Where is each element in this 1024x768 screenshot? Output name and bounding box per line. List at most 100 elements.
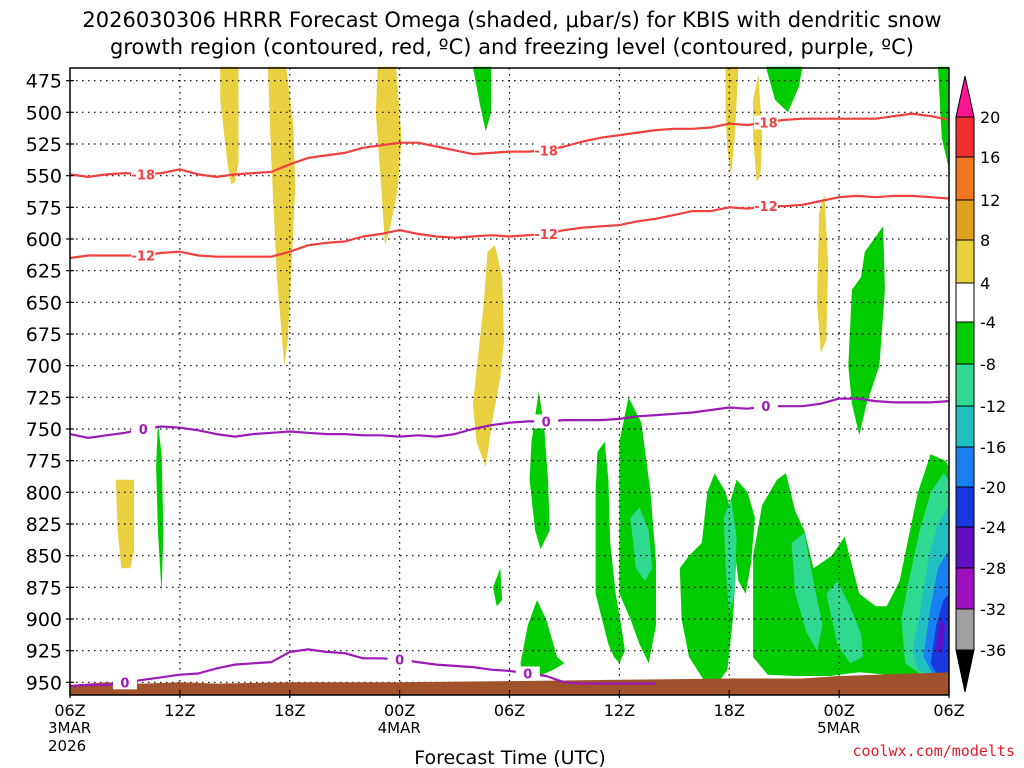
ytick-label-750: 750 [26, 419, 62, 441]
xtick-label-42: 00Z [823, 701, 854, 720]
ytick-label-725: 725 [26, 387, 62, 409]
contour-label-1-1: -12 [534, 228, 558, 243]
contour-label-bg [131, 422, 156, 436]
contour-1: -12 -12 -12 [69, 194, 950, 264]
colorbar-label-6: -8 [980, 355, 996, 374]
contour-line-1 [69, 194, 950, 260]
ytick-label-575: 575 [26, 197, 62, 219]
colorbar-band-3 [955, 239, 975, 284]
colorbar-label-11: -28 [980, 559, 1006, 578]
colorbar-label-4: 4 [980, 274, 990, 293]
omega-descent-region-1-3 [156, 422, 164, 594]
contour-label-3-1: 0 [395, 654, 404, 669]
contour-2: 0 0 0 [69, 397, 950, 439]
colorbar-band-9 [955, 486, 975, 528]
colorbar-band-5 [955, 321, 975, 365]
contour-label-2-1: 0 [542, 415, 551, 430]
colorbar-band-4 [955, 282, 975, 323]
contour-label-3-2: 0 [523, 667, 532, 682]
colorbar-band-0 [955, 116, 975, 158]
ytick-label-600: 600 [26, 229, 62, 251]
colorbar-label-7: -12 [980, 397, 1006, 416]
terrain-surface [70, 672, 949, 695]
colorbar: 20 16 12 8 4 -4 -8 -12 -16 -20 -24 -28 -32 -36 [955, 75, 1006, 693]
omega-descent-region-1-11 [753, 454, 949, 676]
colorbar-label-12: -32 [980, 600, 1006, 619]
colorbar-label-8: -16 [980, 438, 1006, 457]
colorbar-band-12 [955, 608, 975, 651]
contour-label-bg [387, 652, 412, 667]
omega-descent-region-1-0 [472, 66, 492, 132]
colorbar-label-0: 20 [980, 108, 1000, 127]
contour-label-1-2: -12 [754, 200, 778, 215]
contour-label-bg [534, 143, 559, 158]
contour-line-3 [69, 648, 656, 688]
colorbar-label-10: -24 [980, 518, 1006, 537]
ytick-label-950: 950 [26, 672, 62, 694]
colorbar-band-11 [955, 567, 975, 610]
xtick-sublabel-42-0: 5MAR [817, 719, 860, 737]
omega-ascent-region-0-7 [817, 194, 829, 353]
omega-ascent-region-0-2 [375, 66, 402, 246]
ytick-label-900: 900 [26, 609, 62, 631]
omega-ascent-region-0-5 [725, 66, 739, 176]
omega-descent-region-1-12 [848, 226, 885, 436]
omega-descent-region-1-1 [765, 66, 803, 113]
colorbar-band-1 [955, 156, 975, 201]
ytick-label-500: 500 [26, 102, 62, 124]
contour-line-0 [69, 112, 950, 178]
ytick-label-775: 775 [26, 451, 62, 473]
colorbar-band-2 [955, 199, 975, 241]
ytick-label-800: 800 [26, 482, 62, 504]
omega-descent-region-2-3 [826, 581, 863, 664]
contour-label-bg [753, 115, 778, 130]
watermark[interactable]: coolwx.com/modelts [852, 742, 1015, 760]
ytick-label-550: 550 [26, 166, 62, 188]
contour-label-0-1: -18 [534, 144, 558, 159]
omega-ascent-region-0-0 [220, 66, 239, 185]
xtick-label-18: 00Z [384, 701, 415, 720]
contour-layer: -18 -18 -18 -12 -12 -12 0 0 0 0 0 0 [69, 112, 950, 691]
omega-ascent-region-0-1 [267, 66, 296, 366]
terrain-layer [70, 672, 949, 695]
contour-line-2 [69, 397, 950, 439]
contour-label-0-2: -18 [754, 116, 778, 131]
contour-label-bg [753, 399, 778, 414]
axis-labels: 475 500 525 550 575 600 625 650 675 700 725 750 775 8… [26, 71, 965, 768]
omega-descent-region-2-2 [791, 532, 823, 651]
ytick-label-625: 625 [26, 261, 62, 283]
colorbar-label-2: 12 [980, 191, 1000, 210]
ytick-label-650: 650 [26, 292, 62, 314]
x-axis-label: Forecast Time (UTC) [414, 747, 605, 768]
xtick-label-48: 06Z [933, 701, 964, 720]
contour-label-3-0: 0 [120, 676, 129, 691]
omega-shading-layer [115, 66, 949, 683]
colorbar-bottom-arrow [955, 649, 975, 693]
omega-descent-region-1-6 [595, 441, 625, 664]
colorbar-label-13: -36 [980, 641, 1006, 660]
contour-3: 0 0 0 [69, 648, 656, 691]
omega-descent-region-6-0 [936, 619, 946, 655]
omega-descent-region-1-5 [529, 391, 550, 550]
ytick-label-675: 675 [26, 324, 62, 346]
ytick-label-475: 475 [26, 71, 62, 93]
contour-label-bg [534, 414, 559, 429]
xtick-label-36: 18Z [714, 701, 745, 720]
contour-label-0-0: -18 [132, 168, 156, 183]
contour-label-bg [112, 675, 137, 690]
xtick-label-30: 12Z [604, 701, 635, 720]
ytick-label-850: 850 [26, 546, 62, 568]
contour-label-bg [534, 226, 559, 241]
omega-descent-region-1-9 [679, 473, 737, 683]
xtick-label-0: 06Z [54, 701, 85, 720]
contour-label-2-0: 0 [139, 423, 148, 438]
ytick-label-925: 925 [26, 641, 62, 663]
contour-label-bg [515, 666, 540, 681]
omega-descent-region-1-8 [520, 600, 565, 676]
contour-0: -18 -18 -18 [69, 112, 950, 183]
colorbar-label-1: 16 [980, 148, 1000, 167]
xtick-label-12: 18Z [274, 701, 305, 720]
contour-label-bg [753, 199, 778, 214]
colorbar-label-3: 8 [980, 231, 990, 250]
xtick-label-6: 12Z [164, 701, 195, 720]
